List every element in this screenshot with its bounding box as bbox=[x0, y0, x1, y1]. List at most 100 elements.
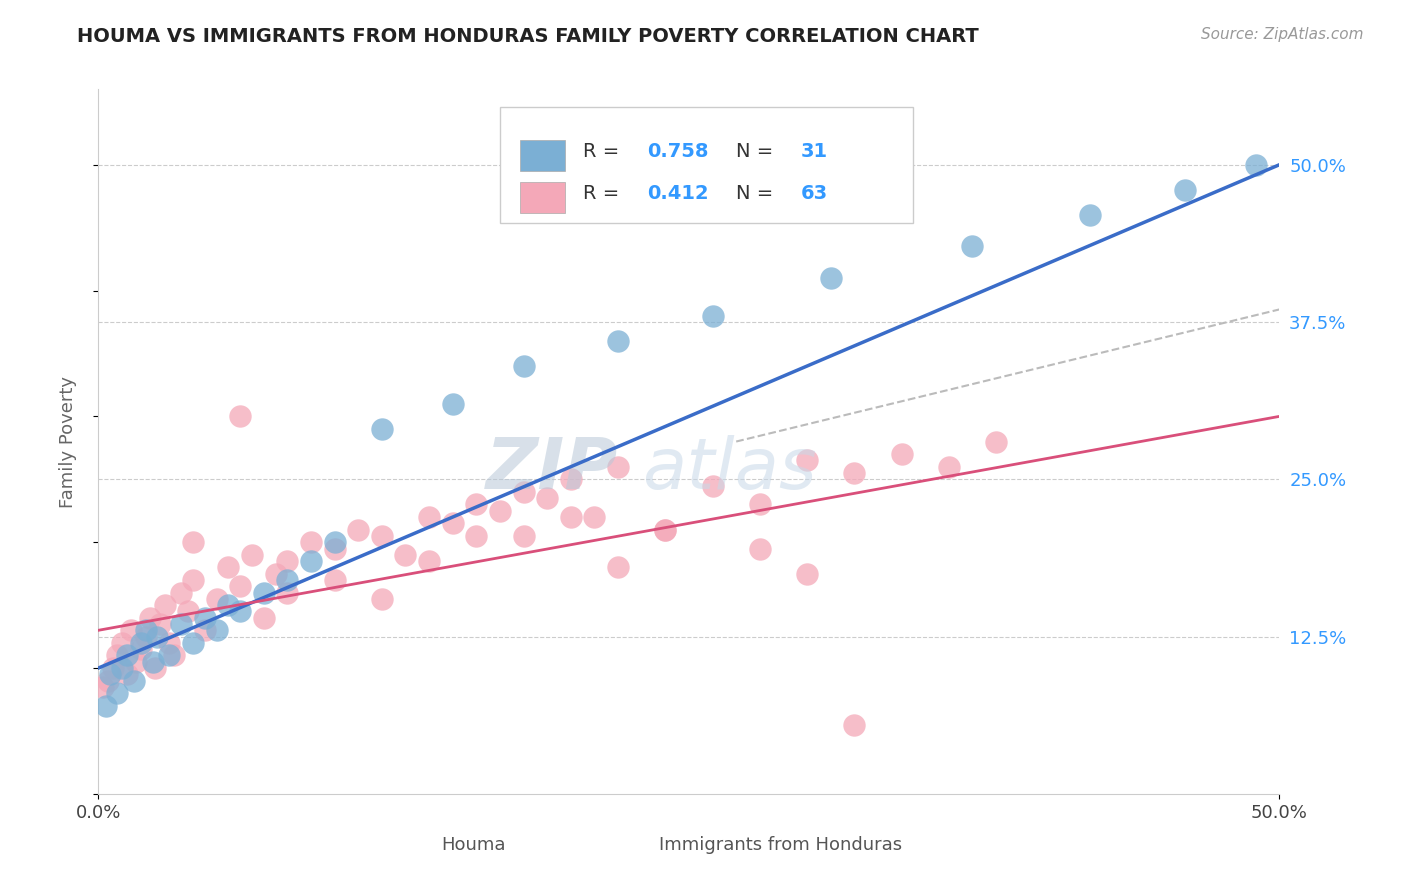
Point bbox=[181, 636, 204, 650]
Point bbox=[217, 560, 239, 574]
Text: N =: N = bbox=[737, 184, 780, 203]
Point bbox=[418, 554, 440, 568]
Point bbox=[111, 661, 134, 675]
Point bbox=[962, 239, 984, 253]
Point bbox=[229, 579, 252, 593]
Point bbox=[560, 472, 582, 486]
Point bbox=[441, 397, 464, 411]
Text: Houma: Houma bbox=[441, 837, 505, 855]
Point bbox=[205, 624, 228, 638]
Point bbox=[194, 624, 217, 638]
Point bbox=[323, 535, 346, 549]
Point bbox=[205, 591, 228, 606]
Point bbox=[217, 598, 239, 612]
FancyBboxPatch shape bbox=[405, 836, 432, 855]
Point bbox=[170, 617, 193, 632]
Point bbox=[371, 591, 394, 606]
Point bbox=[536, 491, 558, 505]
Point bbox=[264, 566, 287, 581]
Point bbox=[177, 604, 200, 618]
Point bbox=[347, 523, 370, 537]
Point bbox=[654, 523, 676, 537]
Point bbox=[465, 529, 488, 543]
Point bbox=[121, 624, 143, 638]
Point bbox=[844, 717, 866, 731]
Text: 63: 63 bbox=[801, 184, 828, 203]
Point bbox=[253, 611, 276, 625]
Point bbox=[394, 548, 416, 562]
Point bbox=[253, 585, 276, 599]
Point bbox=[796, 566, 818, 581]
Point bbox=[129, 642, 152, 657]
Text: R =: R = bbox=[582, 142, 626, 161]
Point bbox=[143, 661, 166, 675]
Point bbox=[938, 459, 960, 474]
Point bbox=[702, 309, 724, 323]
Point bbox=[139, 611, 162, 625]
Text: HOUMA VS IMMIGRANTS FROM HONDURAS FAMILY POVERTY CORRELATION CHART: HOUMA VS IMMIGRANTS FROM HONDURAS FAMILY… bbox=[77, 27, 979, 45]
Text: Immigrants from Honduras: Immigrants from Honduras bbox=[659, 837, 903, 855]
Point bbox=[181, 573, 204, 587]
Point bbox=[654, 523, 676, 537]
Point bbox=[844, 466, 866, 480]
Point bbox=[560, 510, 582, 524]
Point bbox=[181, 535, 204, 549]
Point bbox=[1244, 158, 1267, 172]
Point bbox=[418, 510, 440, 524]
Point bbox=[101, 661, 124, 675]
FancyBboxPatch shape bbox=[520, 139, 565, 170]
Text: atlas: atlas bbox=[641, 435, 817, 504]
Point bbox=[820, 271, 842, 285]
Text: Source: ZipAtlas.com: Source: ZipAtlas.com bbox=[1201, 27, 1364, 42]
Point bbox=[122, 673, 145, 688]
Point bbox=[441, 516, 464, 531]
Point bbox=[607, 334, 630, 348]
Point bbox=[98, 667, 121, 681]
Point bbox=[194, 611, 217, 625]
Point bbox=[115, 667, 138, 681]
Point bbox=[748, 498, 770, 512]
Point bbox=[323, 573, 346, 587]
Point bbox=[125, 655, 148, 669]
Point bbox=[149, 617, 172, 632]
Point bbox=[607, 459, 630, 474]
Point bbox=[607, 560, 630, 574]
Point bbox=[1174, 183, 1197, 197]
Point bbox=[105, 648, 128, 663]
Point bbox=[97, 673, 120, 688]
Point bbox=[240, 548, 263, 562]
Text: ZIP: ZIP bbox=[486, 435, 619, 504]
FancyBboxPatch shape bbox=[520, 182, 565, 213]
Point bbox=[890, 447, 912, 461]
Point bbox=[170, 585, 193, 599]
Point bbox=[135, 630, 157, 644]
Point bbox=[157, 636, 180, 650]
Point bbox=[299, 535, 322, 549]
Point bbox=[465, 498, 488, 512]
Point bbox=[489, 504, 512, 518]
Point bbox=[984, 434, 1007, 449]
Point bbox=[512, 529, 534, 543]
Point bbox=[702, 478, 724, 492]
Point bbox=[748, 541, 770, 556]
Text: R =: R = bbox=[582, 184, 626, 203]
Point bbox=[229, 409, 252, 424]
Point bbox=[276, 573, 298, 587]
Text: 31: 31 bbox=[801, 142, 828, 161]
Point bbox=[323, 541, 346, 556]
Text: 0.758: 0.758 bbox=[648, 142, 709, 161]
FancyBboxPatch shape bbox=[501, 107, 914, 223]
Point bbox=[371, 529, 394, 543]
Point bbox=[163, 648, 186, 663]
Point bbox=[299, 554, 322, 568]
Point bbox=[105, 686, 128, 700]
Point bbox=[146, 630, 169, 644]
Point bbox=[512, 359, 534, 373]
Text: 0.412: 0.412 bbox=[648, 184, 709, 203]
Point bbox=[583, 510, 606, 524]
Point bbox=[371, 422, 394, 436]
Y-axis label: Family Poverty: Family Poverty bbox=[59, 376, 77, 508]
Text: N =: N = bbox=[737, 142, 780, 161]
Point bbox=[512, 484, 534, 499]
Point bbox=[276, 554, 298, 568]
